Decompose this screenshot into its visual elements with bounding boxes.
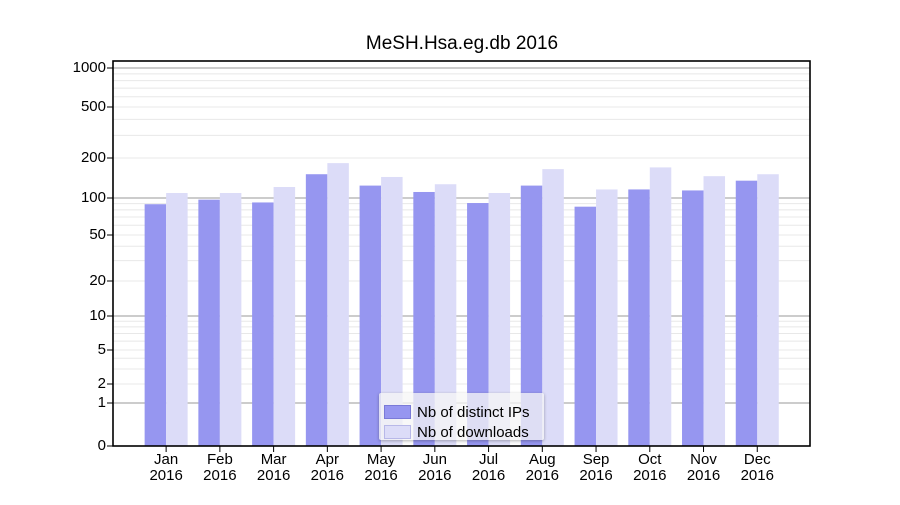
svg-text:2016: 2016 (203, 467, 236, 484)
svg-text:2016: 2016 (311, 467, 344, 484)
svg-text:2016: 2016 (364, 467, 397, 484)
svg-text:Apr: Apr (316, 451, 339, 468)
svg-text:Jul: Jul (479, 451, 498, 468)
svg-text:2016: 2016 (257, 467, 290, 484)
svg-text:2016: 2016 (633, 467, 666, 484)
svg-text:1: 1 (98, 394, 106, 411)
svg-text:Mar: Mar (261, 451, 287, 468)
svg-text:MeSH.Hsa.eg.db 2016: MeSH.Hsa.eg.db 2016 (366, 33, 558, 54)
svg-text:2016: 2016 (687, 467, 720, 484)
svg-text:20: 20 (89, 272, 106, 289)
svg-text:50: 50 (89, 226, 106, 243)
svg-text:2016: 2016 (526, 467, 559, 484)
svg-text:500: 500 (81, 98, 106, 115)
svg-text:5: 5 (98, 341, 106, 358)
svg-text:Feb: Feb (207, 451, 233, 468)
svg-text:2016: 2016 (741, 467, 774, 484)
svg-text:Sep: Sep (583, 451, 610, 468)
svg-text:1000: 1000 (73, 59, 106, 76)
svg-text:200: 200 (81, 149, 106, 166)
svg-text:2016: 2016 (472, 467, 505, 484)
svg-text:Aug: Aug (529, 451, 556, 468)
svg-text:Jun: Jun (423, 451, 447, 468)
svg-text:2016: 2016 (149, 467, 182, 484)
svg-text:2016: 2016 (579, 467, 612, 484)
svg-text:Nov: Nov (690, 451, 717, 468)
svg-text:Dec: Dec (744, 451, 771, 468)
svg-text:Jan: Jan (154, 451, 178, 468)
svg-text:100: 100 (81, 189, 106, 206)
svg-text:Oct: Oct (638, 451, 662, 468)
svg-text:10: 10 (89, 307, 106, 324)
svg-text:2: 2 (98, 375, 106, 392)
svg-text:0: 0 (98, 437, 106, 454)
svg-text:May: May (367, 451, 396, 468)
svg-text:2016: 2016 (418, 467, 451, 484)
